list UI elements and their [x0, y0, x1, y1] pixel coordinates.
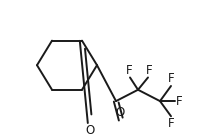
Text: F: F	[146, 63, 152, 77]
Text: O: O	[85, 124, 95, 137]
Text: O: O	[115, 106, 125, 119]
Text: F: F	[176, 95, 183, 108]
Text: F: F	[168, 72, 174, 85]
Text: F: F	[126, 63, 132, 77]
Text: F: F	[168, 117, 174, 130]
